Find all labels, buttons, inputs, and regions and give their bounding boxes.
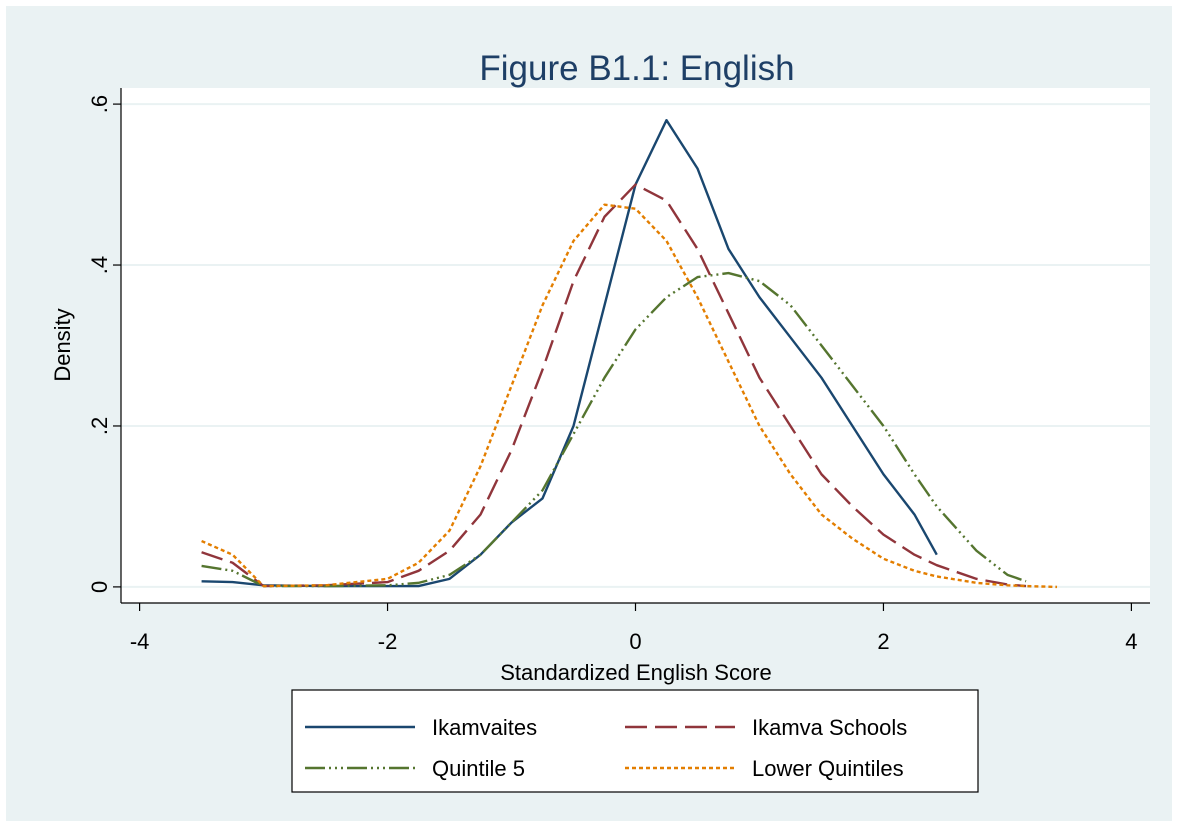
chart-title: Figure B1.1: English [479, 49, 794, 88]
x-tick-label: -2 [378, 629, 398, 654]
x-tick-label: 0 [629, 629, 641, 654]
y-tick-label: .2 [87, 417, 112, 435]
x-tick-label: 4 [1125, 629, 1137, 654]
x-tick-label: -4 [130, 629, 150, 654]
legend-label: Ikamvaites [432, 715, 537, 740]
legend-label: Quintile 5 [432, 756, 525, 781]
y-tick-label: .6 [87, 95, 112, 113]
series-line [201, 203, 1058, 589]
x-tick-label: 2 [877, 629, 889, 654]
series-line [201, 271, 1027, 588]
plot-area [121, 88, 1150, 603]
legend-label: Ikamva Schools [752, 715, 907, 740]
series-line [201, 183, 1027, 588]
x-axis-label: Standardized English Score [500, 660, 772, 685]
legend-label: Lower Quintiles [752, 756, 904, 781]
y-axis-label: Density [50, 308, 75, 381]
y-tick-label: 0 [87, 581, 112, 593]
y-tick-label: .4 [87, 256, 112, 274]
legend [291, 689, 979, 793]
